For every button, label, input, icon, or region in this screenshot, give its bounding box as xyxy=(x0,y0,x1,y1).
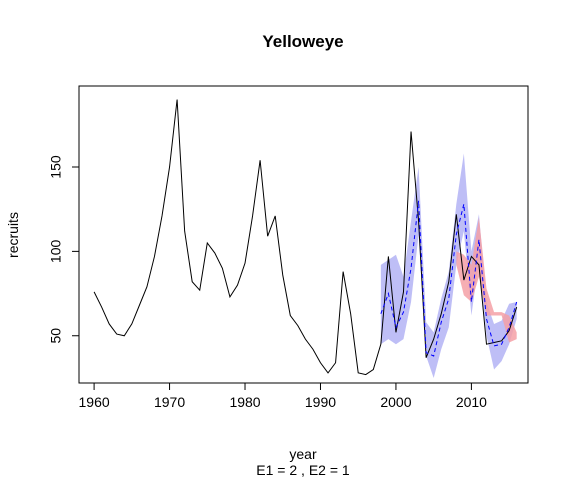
x-axis-label: year xyxy=(289,446,317,462)
forecast-series-line xyxy=(380,200,518,357)
x-tick-label: 2000 xyxy=(380,394,411,410)
y-tick-label: 150 xyxy=(48,155,64,179)
chart-subtitle: E1 = 2 , E2 = 1 xyxy=(256,462,350,478)
y-axis-label: recruits xyxy=(5,212,21,258)
chart-title: Yelloweye xyxy=(262,32,343,51)
interval-band-2 xyxy=(456,217,517,343)
x-tick-label: 2010 xyxy=(456,394,487,410)
x-tick-label: 1960 xyxy=(79,394,110,410)
observed-series-line xyxy=(93,99,518,376)
interval-band-1 xyxy=(380,153,517,378)
x-tick-label: 1980 xyxy=(229,394,260,410)
x-tick-label: 1990 xyxy=(305,394,336,410)
y-tick-label: 100 xyxy=(48,239,64,263)
x-tick-label: 1970 xyxy=(154,394,185,410)
y-tick-label: 50 xyxy=(48,328,64,344)
